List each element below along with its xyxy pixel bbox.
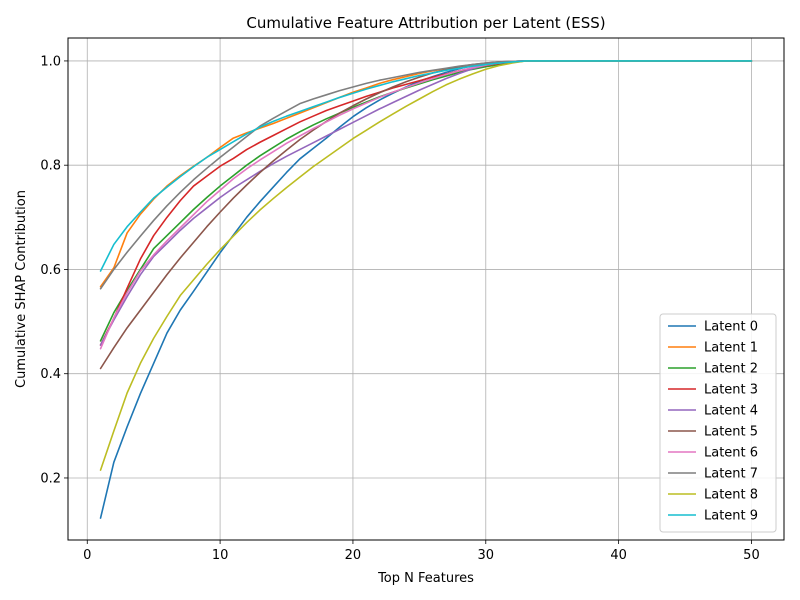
- y-tick-label: 0.4: [40, 367, 61, 382]
- x-tick-label: 40: [610, 548, 627, 563]
- legend-label: Latent 9: [704, 509, 758, 524]
- legend: Latent 0 Latent 1 Latent 2 Latent 3 Latent 4…: [659, 313, 777, 533]
- legend-label: Latent 3: [704, 383, 758, 398]
- x-tick-label: 30: [478, 548, 495, 563]
- chart-title: Cumulative Feature Attribution per Laten…: [246, 14, 605, 32]
- series-lines: [99, 60, 753, 519]
- series-line-latent-9: [99, 60, 753, 272]
- x-axis-label: Top N Features: [377, 571, 474, 586]
- legend-label: Latent 1: [704, 341, 758, 356]
- legend-label: Latent 7: [704, 467, 758, 482]
- plot-frame: [67, 37, 785, 541]
- y-tick-label: 0.8: [40, 159, 61, 174]
- y-axis-label: Cumulative SHAP Contribution: [14, 190, 29, 388]
- y-axis-ticks: 0.2 0.4 0.6 0.8 1.0: [40, 54, 68, 486]
- y-tick-label: 0.2: [40, 471, 61, 486]
- x-tick-label: 10: [212, 548, 229, 563]
- legend-label: Latent 2: [704, 362, 758, 377]
- legend-label: Latent 8: [704, 488, 758, 503]
- legend-label: Latent 5: [704, 425, 758, 440]
- legend-label: Latent 6: [704, 446, 758, 461]
- x-tick-label: 0: [83, 548, 91, 563]
- x-axis-ticks: 0 10 20 30 40 50: [83, 540, 760, 563]
- x-tick-label: 20: [345, 548, 362, 563]
- x-tick-label: 50: [743, 548, 760, 563]
- y-tick-label: 0.6: [40, 263, 61, 278]
- legend-label: Latent 0: [704, 320, 758, 335]
- y-tick-label: 1.0: [40, 54, 61, 69]
- legend-label: Latent 4: [704, 404, 758, 419]
